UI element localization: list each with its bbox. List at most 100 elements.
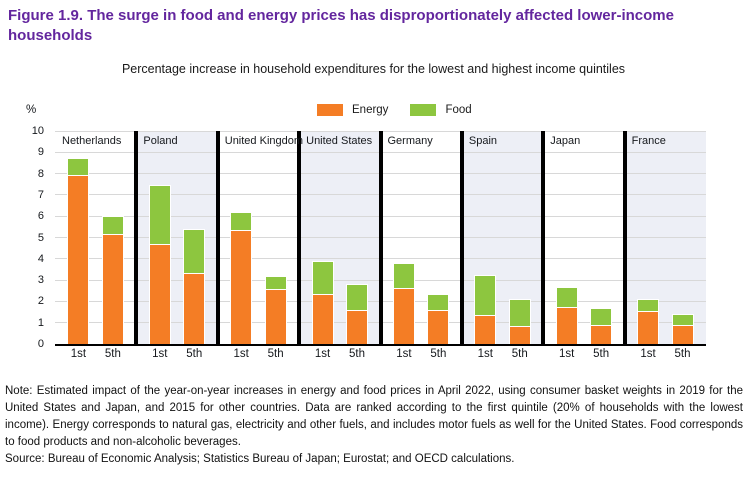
x-label-cell: 1st 5th: [543, 348, 624, 360]
country-section: Japan: [543, 131, 624, 344]
food-segment: [149, 185, 170, 245]
section-separator: [378, 131, 383, 344]
quintile-label: 5th: [267, 348, 284, 360]
y-tick-label: 10: [31, 125, 44, 137]
country-label: Netherlands: [62, 135, 122, 147]
quintile-label: 5th: [593, 348, 610, 360]
stacked-bar: [311, 260, 334, 344]
stacked-bar: [671, 314, 694, 344]
energy-segment: [591, 325, 612, 344]
energy-segment: [102, 235, 123, 344]
y-tick-label: 3: [37, 274, 44, 287]
country-label: France: [631, 135, 666, 147]
section-separator: [459, 131, 464, 344]
energy-segment: [393, 288, 414, 344]
figure-notes: Note: Estimated impact of the year-on-ye…: [5, 383, 743, 468]
x-label-cell: 1st 5th: [218, 348, 299, 360]
y-tick-label: 7: [37, 188, 44, 201]
energy-segment: [68, 175, 89, 344]
food-segment: [591, 307, 612, 326]
energy-segment: [556, 307, 577, 344]
stacked-bar: [148, 185, 171, 344]
stacked-bar: [590, 307, 613, 344]
quintile-label: 5th: [349, 348, 366, 360]
country-label: Spain: [468, 135, 498, 147]
plot-area: Netherlands Poland United Kingdom United St…: [55, 131, 706, 346]
quintile-label: 1st: [70, 348, 87, 360]
energy-segment: [265, 289, 286, 344]
food-segment: [428, 293, 449, 311]
country-label: United Kingdom: [224, 135, 304, 147]
y-tick-label: 8: [37, 167, 44, 180]
energy-segment: [149, 244, 170, 344]
energy-segment: [231, 231, 252, 344]
country-label: Poland: [143, 135, 178, 147]
stacked-bar: [508, 299, 531, 344]
country-label: United States: [306, 135, 373, 147]
energy-segment: [672, 325, 693, 344]
section-separator: [215, 131, 220, 344]
source-text: Source: Bureau of Economic Analysis; Sta…: [5, 453, 515, 465]
stacked-bar: [555, 286, 578, 344]
food-segment: [556, 286, 577, 308]
quintile-label: 1st: [396, 348, 412, 360]
figure-title: Figure 1.9. The surge in food and energy…: [8, 7, 674, 44]
y-tick-label: 1: [37, 316, 44, 329]
y-tick-label: 2: [37, 295, 44, 308]
x-label-cell: 1st 5th: [299, 348, 380, 360]
stacked-bar: [230, 211, 253, 344]
section-separator: [622, 131, 627, 344]
stacked-bar: [264, 275, 287, 344]
quintile-label: 5th: [186, 348, 203, 360]
energy-segment: [312, 295, 333, 344]
figure-subtitle: Percentage increase in household expendi…: [121, 62, 626, 76]
x-label-cell: 1st 5th: [55, 348, 136, 360]
energy-segment: [638, 312, 659, 344]
quintile-label: 5th: [104, 348, 121, 360]
y-tick-label: 9: [37, 146, 44, 159]
stacked-bar: [427, 293, 450, 344]
food-segment: [265, 275, 286, 290]
quintile-label: 5th: [674, 348, 691, 360]
y-tick-label: 5: [37, 231, 44, 244]
y-tick-label: 6: [37, 210, 44, 223]
energy-segment: [509, 326, 530, 344]
food-segment: [475, 274, 496, 317]
stacked-bar: [474, 274, 497, 344]
food-segment: [102, 216, 123, 236]
energy-segment: [475, 316, 496, 344]
chart-legend: Energy Food: [317, 104, 472, 116]
food-segment: [231, 211, 252, 232]
food-segment: [68, 157, 89, 176]
food-segment: [672, 314, 693, 326]
y-tick-label: 4: [37, 252, 44, 265]
food-segment: [312, 260, 333, 296]
x-label-cell: 1st 5th: [381, 348, 462, 360]
stacked-bar: [183, 229, 206, 344]
quintile-label: 1st: [233, 348, 249, 360]
note-text: Note: Estimated impact of the year-on-ye…: [5, 385, 743, 448]
food-segment: [393, 263, 414, 289]
y-tick-label: 0: [37, 338, 44, 350]
food-segment: [184, 229, 205, 274]
energy-legend-swatch: [317, 104, 343, 116]
country-section: Germany: [381, 131, 462, 344]
stacked-bar: [346, 284, 369, 344]
x-label-cell: 1st 5th: [136, 348, 217, 360]
stacked-bar: [392, 263, 415, 344]
energy-segment: [428, 311, 449, 344]
stacked-bar: [67, 157, 90, 344]
food-segment: [509, 299, 530, 327]
country-label: Japan: [550, 135, 581, 147]
section-separator: [134, 131, 139, 344]
quintile-label: 5th: [430, 348, 447, 360]
x-label-cell: 1st 5th: [625, 348, 706, 360]
country-section: Netherlands: [55, 131, 136, 344]
quintile-label: 1st: [477, 348, 493, 360]
quintile-label: 1st: [152, 348, 168, 360]
energy-segment: [184, 273, 205, 344]
quintile-label: 1st: [314, 348, 331, 360]
quintile-label: 5th: [511, 348, 528, 360]
section-separator: [541, 131, 546, 344]
